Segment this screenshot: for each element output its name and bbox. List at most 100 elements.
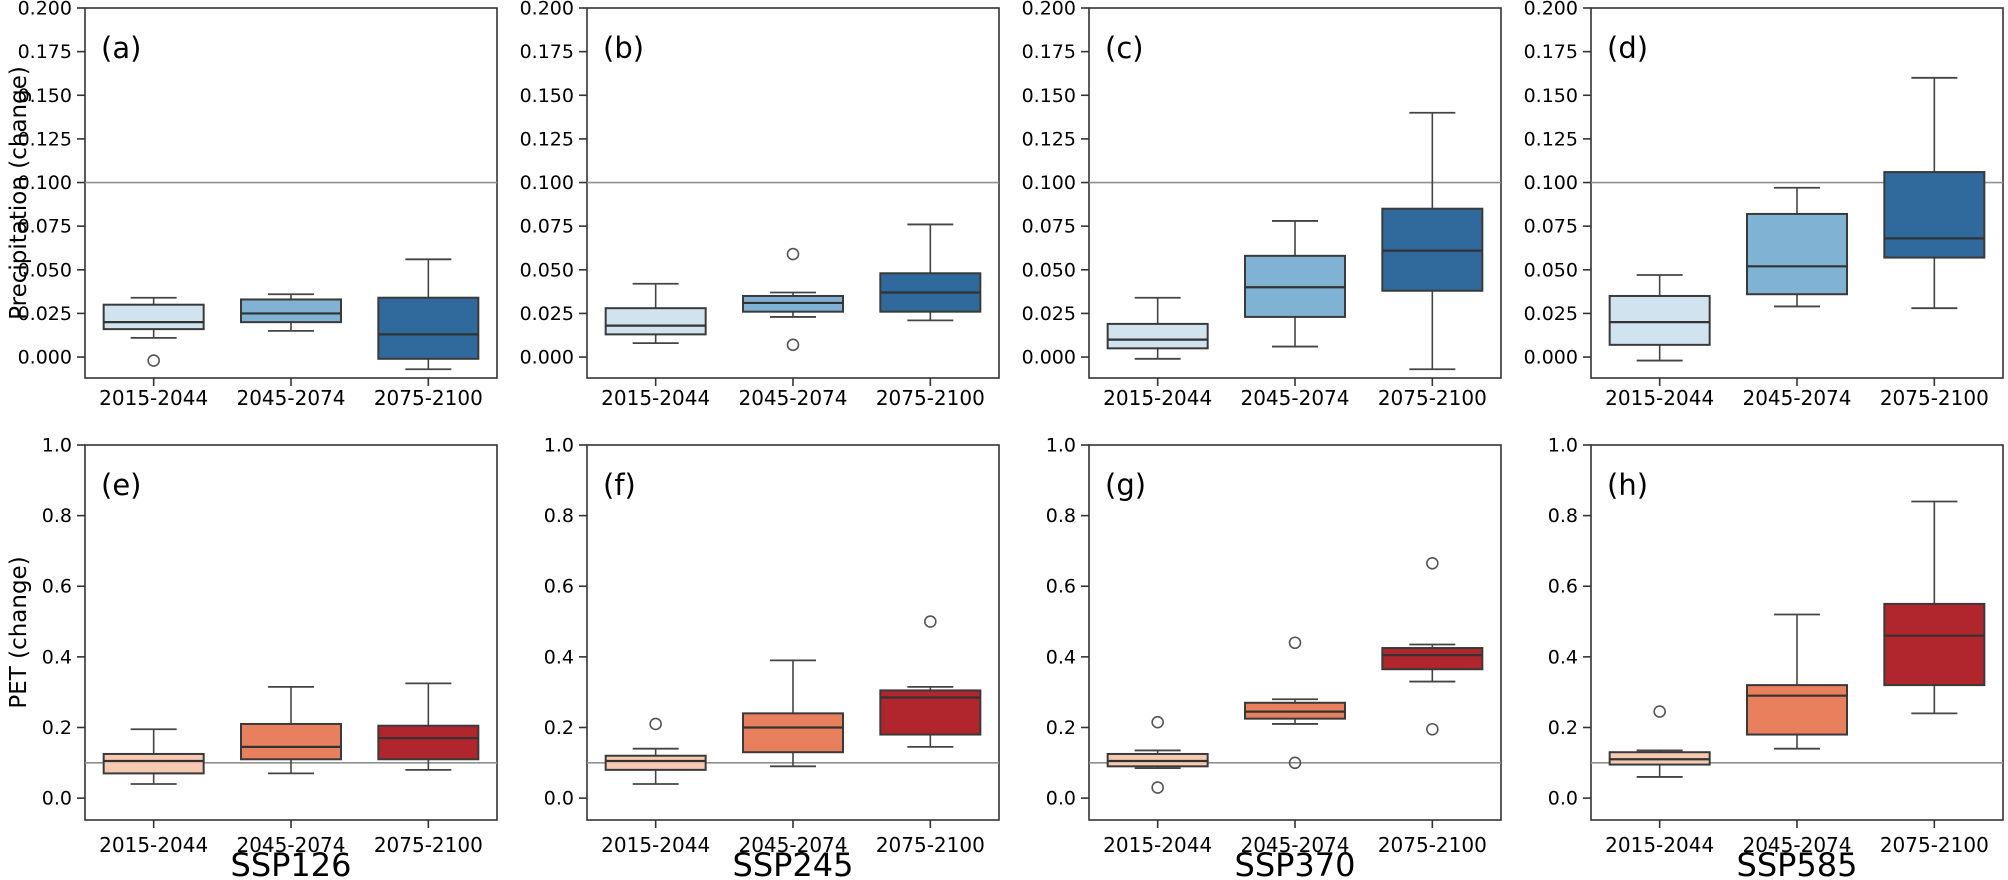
box-2015-2044 [604, 307, 707, 336]
y-tick-label: 0.025 [1524, 303, 1578, 325]
y-tick-label: 0.8 [1548, 505, 1578, 527]
y-tick-label: 1.0 [1548, 435, 1578, 457]
y-tick-label: 1.0 [544, 435, 574, 457]
outlier-point [1426, 556, 1439, 570]
box-2075-2100 [1381, 647, 1484, 671]
panel-h-svg: 0.0 0.2 0.4 0.6 0.8 1.0 2015-2044 2045-2074 2075… [1548, 435, 2004, 880]
y-tick-label: 0.075 [18, 216, 72, 238]
y-tick-label: 0.175 [520, 41, 574, 63]
y-tick-label: 0.000 [18, 347, 72, 369]
outlier-point [1151, 715, 1164, 729]
outlier-point [1653, 705, 1666, 718]
y-tick-label: 0.100 [520, 172, 574, 194]
y-tick-label: 0.125 [1022, 128, 1076, 150]
x-tick-label: 2075-2100 [1378, 386, 1487, 410]
x-tick-label: 2045-2074 [1240, 386, 1349, 410]
x-tick-label: 2015-2044 [99, 833, 208, 857]
panel-letter: (c) [1105, 31, 1144, 65]
y-tick-label: 0.000 [520, 347, 574, 369]
panel-e: 0.0 0.2 0.4 0.6 0.8 1.0 2015-2044 2045-2074 2075… [0, 425, 502, 880]
y-tick-label: 0.175 [18, 41, 72, 63]
y-tick-label: 0.4 [544, 646, 574, 668]
panel-e-svg: 0.0 0.2 0.4 0.6 0.8 1.0 2015-2044 2045-2074 2075… [6, 435, 498, 880]
scenario-label: SSP126 [231, 846, 352, 880]
box-2015-2044 [1608, 294, 1711, 346]
outlier-point [1288, 756, 1302, 770]
box-2015-2044 [1106, 322, 1209, 350]
y-tick-label: 0.4 [42, 646, 72, 668]
x-tick-label: 2045-2074 [1742, 833, 1851, 857]
outlier-point [1151, 781, 1164, 794]
y-tick-label: 0.025 [18, 303, 72, 325]
panel-c: 0.000 0.025 0.050 0.075 0.100 0.125 0.150 0.175… [1004, 0, 1506, 425]
x-tick-label: 2045-2074 [738, 386, 847, 410]
y-tick-label: 0.050 [1022, 259, 1076, 281]
y-tick-label: 0.100 [18, 172, 72, 194]
x-tick-label: 2015-2044 [601, 386, 710, 410]
y-tick-label: 0.175 [1022, 41, 1076, 63]
y-tick-label: 0.000 [1524, 347, 1578, 369]
y-tick-label: 0.025 [1022, 303, 1076, 325]
panel-letter: (d) [1607, 31, 1648, 65]
scenario-label: SSP585 [1737, 846, 1858, 880]
panel-letter: (g) [1105, 468, 1146, 502]
box-2075-2100 [1883, 602, 1986, 687]
y-tick-label: 0.8 [1046, 505, 1076, 527]
y-tick-label: 0.8 [42, 505, 72, 527]
panel-d: 0.000 0.025 0.050 0.075 0.100 0.125 0.150 0.175… [1506, 0, 2008, 425]
x-tick-label: 2045-2074 [1240, 833, 1349, 857]
y-tick-label: 0.150 [18, 85, 72, 107]
box-2045-2074 [1746, 684, 1848, 736]
outlier-point [649, 717, 662, 731]
x-tick-label: 2015-2044 [1605, 386, 1714, 410]
y-tick-label: 0.200 [1022, 0, 1076, 20]
box-2015-2044 [604, 754, 707, 771]
y-tick-label: 0.050 [1524, 259, 1578, 281]
panel-letter: (e) [101, 468, 141, 502]
outlier-point [786, 247, 800, 261]
y-tick-label: 0.000 [1022, 347, 1076, 369]
panel-g: 0.0 0.2 0.4 0.6 0.8 1.0 2015-2044 2045-2074 2075… [1004, 425, 1506, 880]
panel-letter: (f) [603, 468, 636, 502]
y-tick-label: 0.050 [520, 259, 574, 281]
y-tick-label: 0.2 [1046, 717, 1076, 739]
x-tick-label: 2015-2044 [1605, 833, 1714, 857]
y-tick-label: 0.125 [18, 128, 72, 150]
panel-b-svg: 0.000 0.025 0.050 0.075 0.100 0.125 0.150 0.175… [520, 0, 1000, 410]
panel-g-svg: 0.0 0.2 0.4 0.6 0.8 1.0 2015-2044 2045-2074 2075… [1046, 435, 1502, 880]
x-tick-label: 2075-2100 [876, 386, 985, 410]
x-tick-label: 2075-2100 [374, 386, 483, 410]
x-tick-label: 2045-2074 [236, 386, 345, 410]
y-tick-label: 0.100 [1022, 172, 1076, 194]
y-tick-label: 0.075 [520, 216, 574, 238]
y-tick-label: 0.150 [1524, 85, 1578, 107]
box-2075-2100 [377, 296, 480, 360]
y-tick-label: 0.200 [1524, 0, 1578, 20]
y-tick-label: 0.150 [520, 85, 574, 107]
y-tick-label: 0.175 [1524, 41, 1578, 63]
box-2015-2044 [102, 752, 205, 775]
x-tick-label: 2075-2100 [374, 833, 483, 857]
panel-letter: (b) [603, 31, 644, 65]
x-tick-label: 2015-2044 [99, 386, 208, 410]
box-2045-2074 [1746, 212, 1848, 296]
scenario-label: SSP370 [1235, 846, 1356, 880]
y-tick-label: 0.0 [1548, 788, 1578, 810]
x-tick-label: 2075-2100 [876, 833, 985, 857]
box-2075-2100 [377, 724, 480, 761]
y-tick-label: 0.075 [1022, 216, 1076, 238]
box-2045-2074 [742, 712, 844, 754]
y-tick-label: 0.4 [1046, 646, 1076, 668]
y-tick-label: 0.100 [1524, 172, 1578, 194]
y-tick-label: 0.125 [520, 128, 574, 150]
y-tick-label: 0.2 [1548, 717, 1578, 739]
x-tick-label: 2015-2044 [1103, 833, 1212, 857]
panel-h: 0.0 0.2 0.4 0.6 0.8 1.0 2015-2044 2045-2074 2075… [1506, 425, 2008, 880]
x-tick-label: 2045-2074 [236, 833, 345, 857]
x-tick-label: 2015-2044 [601, 833, 710, 857]
panel-a: 0.000 0.025 0.050 0.075 0.100 0.125 0.150 0.175… [0, 0, 502, 425]
box-2075-2100 [1883, 171, 1986, 259]
outlier-point [147, 354, 160, 367]
y-tick-label: 1.0 [1046, 435, 1076, 457]
outlier-point [924, 615, 937, 628]
